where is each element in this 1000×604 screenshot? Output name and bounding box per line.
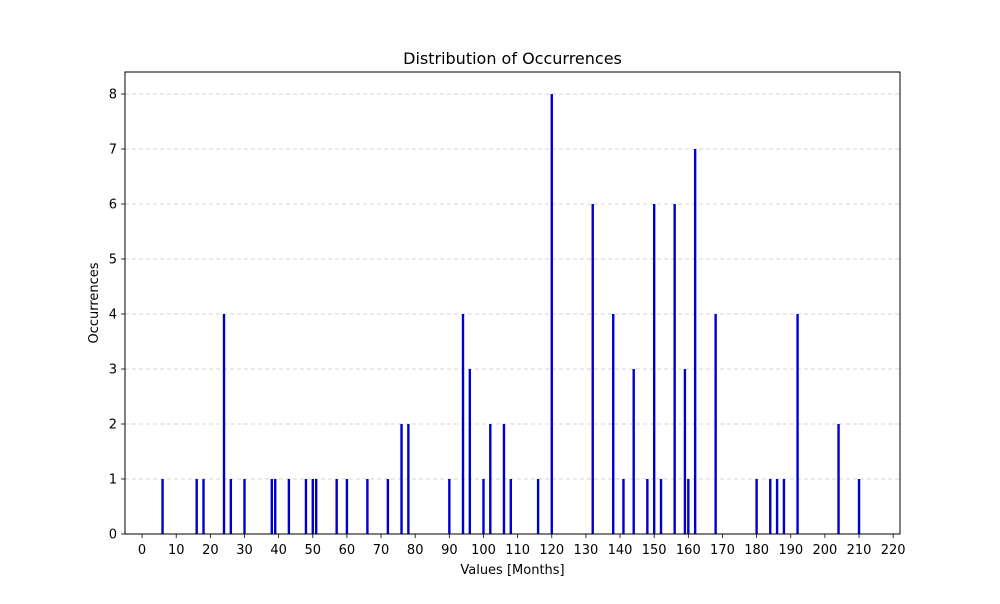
x-tick-label: 20 (202, 543, 219, 558)
bar (229, 479, 233, 534)
chart-title: Distribution of Occurrences (403, 49, 622, 68)
bar (448, 479, 451, 534)
x-tick-label: 200 (812, 543, 837, 558)
y-tick-label: 6 (109, 198, 117, 213)
gridlines (125, 93, 900, 480)
bar (345, 479, 349, 534)
bar (683, 369, 687, 534)
y-tick-label: 7 (109, 143, 117, 158)
x-tick-label: 170 (710, 543, 735, 558)
y-tick-label: 3 (109, 363, 117, 378)
bar (509, 479, 512, 534)
bar (857, 479, 861, 534)
x-tick-label: 10 (168, 543, 185, 558)
bar (202, 479, 205, 534)
x-tick-label: 180 (744, 543, 769, 558)
bar (386, 479, 390, 534)
bar (366, 479, 369, 534)
bar (195, 479, 198, 534)
bar (796, 314, 799, 534)
bar (673, 204, 676, 534)
x-axis-label: Values [Months] (460, 563, 564, 578)
bar (693, 149, 697, 534)
bar (274, 479, 277, 534)
bar (837, 424, 840, 534)
bar (622, 479, 625, 534)
bars (161, 94, 861, 534)
bar (482, 479, 485, 534)
bar (550, 94, 553, 534)
x-tick-label: 220 (881, 543, 906, 558)
bar (775, 479, 779, 534)
x-tick-label: 130 (573, 543, 598, 558)
bar (335, 479, 338, 534)
bar (755, 479, 758, 534)
bar (287, 479, 291, 534)
x-tick-label: 40 (270, 543, 287, 558)
bar (311, 479, 314, 534)
x-tick-label: 60 (339, 543, 356, 558)
bar (161, 479, 164, 534)
bar (243, 479, 246, 534)
bar (489, 424, 492, 534)
y-axis-ticks: 0 1 2 3 4 5 6 7 8 (109, 88, 125, 543)
bar (468, 369, 472, 534)
x-tick-label: 190 (778, 543, 803, 558)
y-tick-label: 0 (109, 528, 117, 543)
plot-frame (124, 71, 901, 535)
bar (687, 479, 690, 534)
y-tick-label: 1 (109, 473, 117, 488)
x-tick-label: 50 (305, 543, 322, 558)
bar (400, 424, 403, 534)
x-tick-label: 140 (608, 543, 633, 558)
bar (769, 479, 772, 534)
x-tick-label: 0 (138, 543, 146, 558)
y-tick-label: 8 (109, 88, 117, 103)
x-tick-label: 70 (373, 543, 390, 558)
y-axis-label: Occurrences (87, 262, 102, 343)
bar (536, 479, 540, 534)
x-tick-label: 30 (236, 543, 253, 558)
bar (502, 424, 506, 534)
y-tick-label: 5 (109, 253, 117, 268)
bar (591, 204, 594, 534)
bar (407, 424, 410, 534)
y-tick-label: 4 (109, 308, 117, 323)
bar (304, 479, 308, 534)
x-tick-label: 110 (505, 543, 530, 558)
bar (714, 314, 717, 534)
bar (612, 314, 615, 534)
x-tick-label: 90 (441, 543, 458, 558)
x-tick-label: 160 (676, 543, 701, 558)
bar (461, 314, 465, 534)
bar (270, 479, 274, 534)
bar (652, 204, 656, 534)
x-tick-label: 120 (539, 543, 564, 558)
bar (659, 479, 663, 534)
x-tick-label: 100 (471, 543, 496, 558)
bar (632, 369, 635, 534)
x-tick-label: 210 (847, 543, 872, 558)
x-axis-ticks: 0 10 20 30 40 50 60 70 80 90 100 110 120 130 140 150 160… (138, 534, 906, 558)
x-tick-label: 150 (642, 543, 667, 558)
bar (646, 479, 649, 534)
y-tick-label: 2 (109, 418, 117, 433)
x-tick-label: 80 (407, 543, 424, 558)
bar (314, 479, 318, 534)
bar (222, 314, 226, 534)
bar (782, 479, 786, 534)
